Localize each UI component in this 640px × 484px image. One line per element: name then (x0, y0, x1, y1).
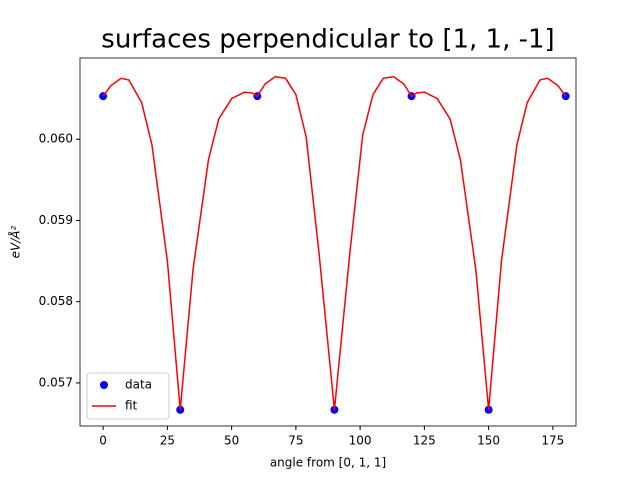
y-tick-label: 0.058 (39, 294, 73, 308)
x-tick-label: 0 (99, 434, 107, 448)
x-tick-label: 50 (224, 434, 239, 448)
legend-label: fit (125, 399, 138, 413)
y-tick-label: 0.057 (39, 375, 73, 389)
legend-label: data (125, 378, 152, 392)
x-tick-label: 75 (288, 434, 303, 448)
x-tick-label: 125 (413, 434, 436, 448)
y-axis-label: eV/Å² (8, 225, 23, 258)
x-tick-label: 150 (477, 434, 500, 448)
chart-title: surfaces perpendicular to [1, 1, -1] (101, 25, 554, 55)
legend-marker (100, 381, 108, 389)
axes-frame (79, 57, 577, 427)
x-axis-label: angle from [0, 1, 1] (270, 456, 386, 470)
x-tick-label: 25 (160, 434, 175, 448)
x-tick-label: 175 (541, 434, 564, 448)
y-tick-label: 0.059 (39, 213, 73, 227)
y-tick-label: 0.060 (39, 132, 73, 146)
fit-line (102, 75, 567, 410)
x-tick-label: 100 (349, 434, 372, 448)
